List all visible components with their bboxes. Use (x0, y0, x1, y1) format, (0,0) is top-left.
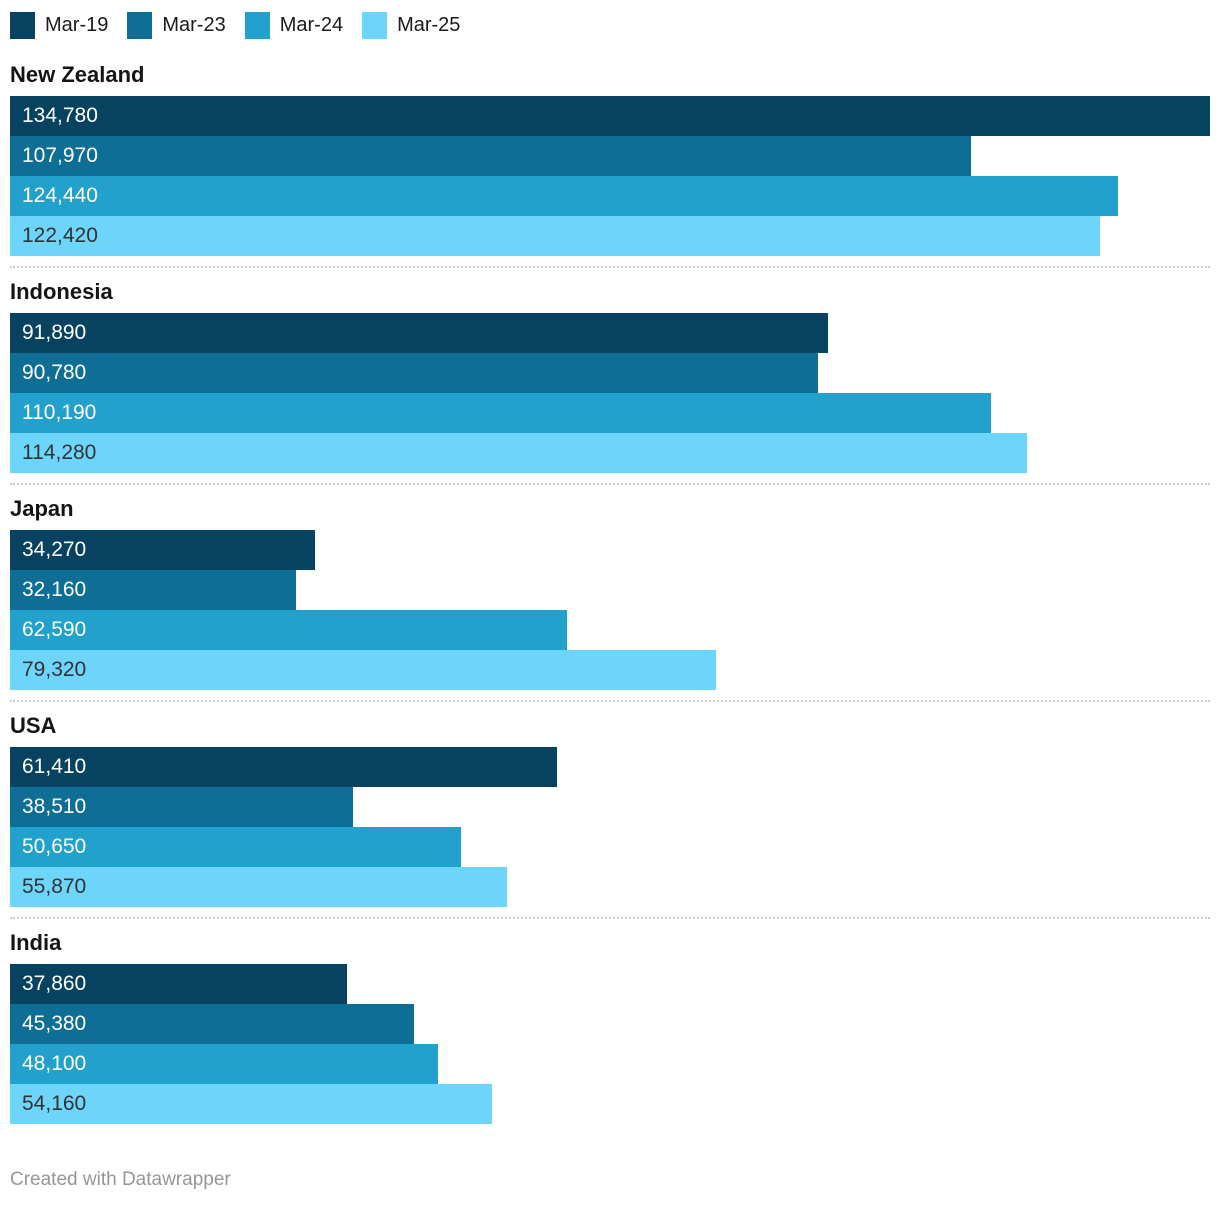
legend-item-mar-23: Mar-23 (127, 12, 226, 39)
group-separator (10, 266, 1210, 268)
bar-mar-23-usa: 38,510 (10, 787, 353, 827)
bar-value-label: 34,270 (22, 538, 87, 561)
bar-value-label: 122,420 (22, 224, 98, 247)
legend-swatch-mar-25 (362, 12, 388, 39)
group-separator (10, 917, 1210, 919)
bar-value-label: 124,440 (22, 184, 98, 207)
bar-value-label: 91,890 (22, 321, 87, 344)
bar-value-label: 79,320 (22, 658, 87, 681)
bar-groups: New Zealand 134,780 107,970 124,440 122,420 I… (10, 62, 1210, 1124)
category-label: USA (10, 713, 57, 738)
bar-mar-23-indonesia: 90,780 (10, 353, 819, 393)
bar-mar-25-usa: 55,870 (10, 867, 508, 907)
bars: 91,890 90,780 110,190 114,280 (10, 313, 1210, 473)
legend: Mar-19 Mar-23 Mar-24 Mar-25 (10, 12, 1210, 39)
bar-mar-24-india: 48,100 (10, 1044, 439, 1084)
bar-value-label: 50,650 (22, 835, 87, 858)
bar-mar-19-usa: 61,410 (10, 747, 557, 787)
bar-mar-19-new-zealand: 134,780 (10, 96, 1210, 136)
bar-group-india: India 37,860 45,380 48,100 54,160 (10, 930, 1210, 1124)
category-label: New Zealand (10, 62, 145, 87)
bar-group-new-zealand: New Zealand 134,780 107,970 124,440 122,420 (10, 62, 1210, 256)
bar-value-label: 61,410 (22, 755, 87, 778)
bar-value-label: 38,510 (22, 795, 87, 818)
category-label: Indonesia (10, 279, 113, 304)
legend-item-mar-19: Mar-19 (10, 12, 108, 39)
group-separator (10, 483, 1210, 485)
bar-mar-25-japan: 79,320 (10, 650, 717, 690)
bar-value-label: 114,280 (22, 441, 97, 464)
bar-mar-19-japan: 34,270 (10, 530, 316, 570)
bars: 61,410 38,510 50,650 55,870 (10, 747, 1210, 907)
bar-mar-24-indonesia: 110,190 (10, 393, 992, 433)
legend-label: Mar-23 (162, 14, 226, 36)
grouped-bar-chart: Mar-19 Mar-23 Mar-24 Mar-25 New Zealand 134,… (10, 12, 1210, 1124)
datawrapper-credit: Created with Datawrapper (10, 1169, 231, 1190)
bar-value-label: 134,780 (22, 104, 98, 127)
bar-mar-19-india: 37,860 (10, 964, 348, 1004)
bar-value-label: 48,100 (22, 1052, 87, 1075)
legend-swatch-mar-23 (127, 12, 153, 39)
legend-item-mar-25: Mar-25 (362, 12, 460, 39)
bar-mar-19-indonesia: 91,890 (10, 313, 829, 353)
legend-label: Mar-19 (45, 14, 109, 36)
bar-mar-23-india: 45,380 (10, 1004, 415, 1044)
bar-mar-23-new-zealand: 107,970 (10, 136, 972, 176)
bar-value-label: 32,160 (22, 578, 87, 601)
bar-mar-24-japan: 62,590 (10, 610, 568, 650)
bar-mar-25-indonesia: 114,280 (10, 433, 1028, 473)
legend-item-mar-24: Mar-24 (244, 12, 344, 39)
bars: 37,860 45,380 48,100 54,160 (10, 964, 1210, 1124)
bar-value-label: 55,870 (22, 875, 87, 898)
bar-value-label: 62,590 (22, 618, 87, 641)
bar-mar-24-new-zealand: 124,440 (10, 176, 1118, 216)
bar-mar-23-japan: 32,160 (10, 570, 297, 610)
legend-swatch-mar-19 (10, 12, 35, 39)
bars: 34,270 32,160 62,590 79,320 (10, 530, 1210, 690)
bar-value-label: 37,860 (22, 972, 87, 995)
bar-value-label: 107,970 (22, 144, 98, 167)
legend-label: Mar-24 (279, 14, 344, 36)
bar-group-indonesia: Indonesia 91,890 90,780 110,190 114,280 (10, 279, 1210, 473)
category-label: India (10, 930, 62, 955)
category-label: Japan (10, 496, 74, 521)
legend-label: Mar-25 (397, 14, 461, 36)
bar-group-japan: Japan 34,270 32,160 62,590 79,320 (10, 496, 1210, 690)
bar-mar-24-usa: 50,650 (10, 827, 461, 867)
legend-swatch-mar-24 (244, 12, 270, 39)
bar-mar-25-india: 54,160 (10, 1084, 493, 1124)
bar-value-label: 90,780 (22, 361, 87, 384)
bar-group-usa: USA 61,410 38,510 50,650 55,870 (10, 713, 1210, 907)
bar-mar-25-new-zealand: 122,420 (10, 216, 1100, 256)
bars: 134,780 107,970 124,440 122,420 (10, 96, 1210, 256)
group-separator (10, 700, 1210, 702)
bar-value-label: 110,190 (22, 401, 97, 424)
bar-value-label: 54,160 (22, 1092, 87, 1115)
bar-value-label: 45,380 (22, 1012, 87, 1035)
